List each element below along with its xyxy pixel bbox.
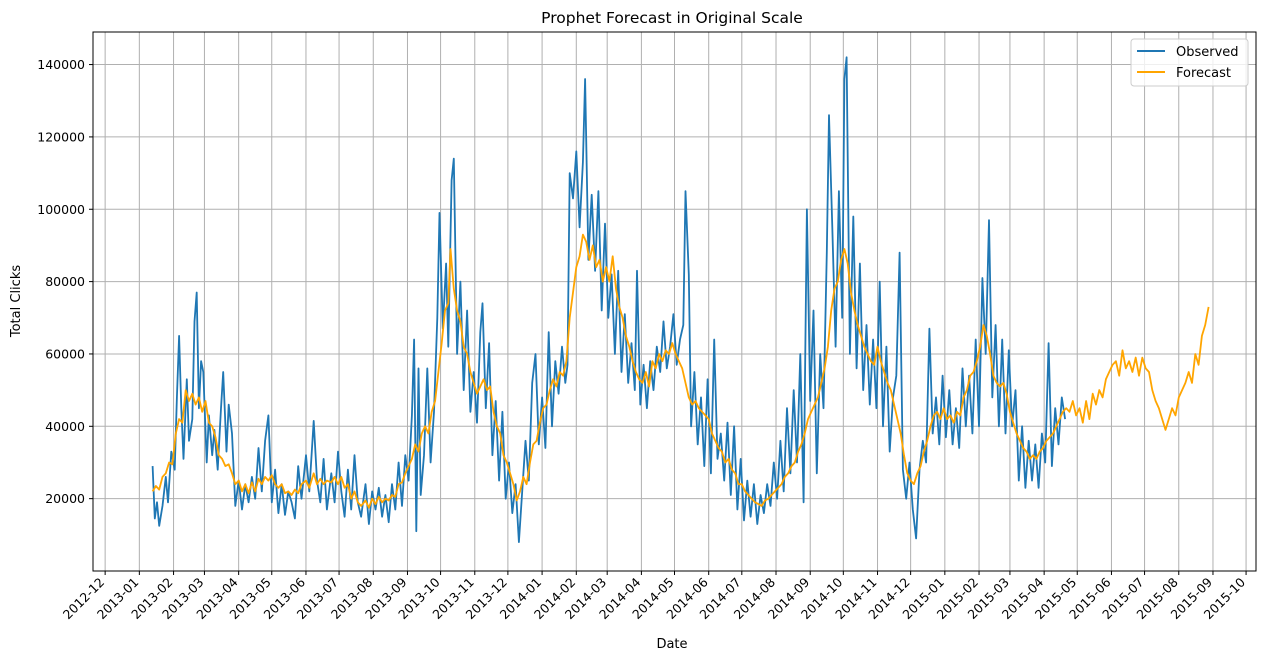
series-lines xyxy=(151,56,1210,543)
y-axis-ticks: 20000 40000 60000 80000 100000 120000 140000 xyxy=(37,57,93,506)
y-tick-label: 80000 xyxy=(45,274,85,289)
y-tick-label: 120000 xyxy=(37,129,85,144)
series-line-forecast xyxy=(151,233,1210,509)
y-tick-label: 60000 xyxy=(45,346,85,361)
legend-label-forecast: Forecast xyxy=(1176,66,1231,81)
x-axis-title: Date xyxy=(656,637,687,652)
y-tick-label: 140000 xyxy=(37,57,85,72)
chart-title: Prophet Forecast in Original Scale xyxy=(541,9,803,27)
legend: Observed Forecast xyxy=(1130,38,1249,87)
plot-area-frame xyxy=(92,31,1257,572)
legend-label-observed: Observed xyxy=(1176,45,1239,60)
y-axis-title: Total Clicks xyxy=(9,265,24,338)
y-tick-label: 20000 xyxy=(45,491,85,506)
y-tick-label: 100000 xyxy=(37,202,85,217)
series-line-observed xyxy=(151,56,1066,543)
y-tick-label: 40000 xyxy=(45,419,85,434)
